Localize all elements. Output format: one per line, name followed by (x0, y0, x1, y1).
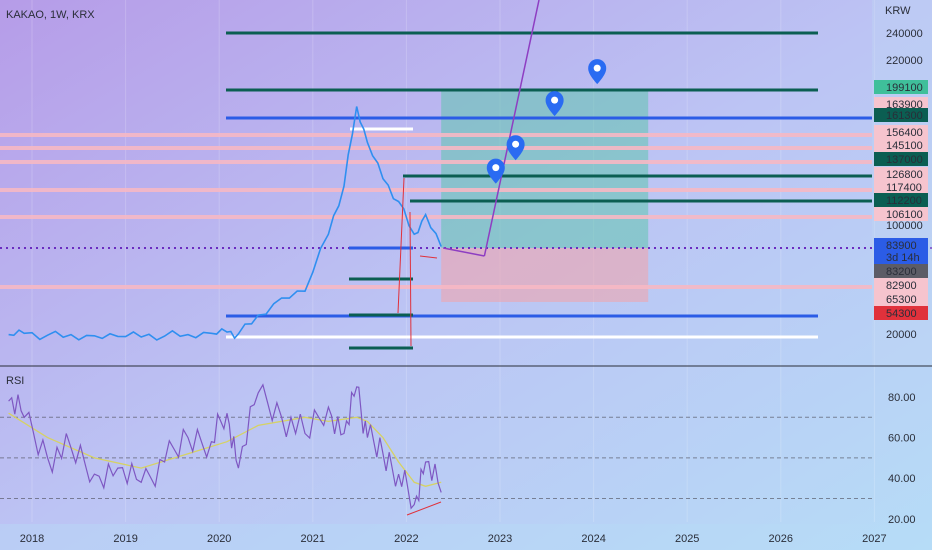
time-tick-label: 2027 (862, 533, 886, 545)
price-tick-label: 161300 (886, 110, 923, 122)
time-tick-label: 2026 (769, 533, 793, 545)
time-tick-label: 2025 (675, 533, 699, 545)
rsi-axis[interactable]: 80.00 60.00 40.00 20.00 (888, 392, 916, 526)
price-tag-bg (874, 238, 928, 252)
price-tag-bg (874, 278, 928, 292)
rsi-line (8, 383, 442, 510)
rsi-tick-label: 20.00 (888, 514, 916, 526)
long-position-tool[interactable] (441, 90, 649, 302)
map-pin-center (512, 140, 520, 148)
price-tag-bg (874, 108, 928, 122)
price-tick-label: 199100 (886, 82, 923, 94)
price-tick-label: 156400 (886, 127, 923, 139)
time-tick-label: 2019 (113, 533, 137, 545)
map-pin-icon[interactable] (486, 158, 505, 184)
time-axis-panel[interactable] (0, 524, 932, 550)
price-tick-label: 240000 (886, 28, 923, 40)
price-tick-label: 145100 (886, 140, 923, 152)
red-arrow[interactable] (409, 211, 412, 347)
rsi-tick-label: 60.00 (888, 433, 916, 445)
price-tag-bg (874, 264, 928, 278)
time-tick-label: 2023 (488, 533, 512, 545)
horizontal-levels[interactable] (0, 31, 932, 350)
rsi-tick-label: 80.00 (888, 392, 916, 404)
price-tick-label: 106100 (886, 209, 923, 221)
rsi-ma-line (8, 412, 442, 487)
price-tick-label: 54300 (886, 308, 917, 320)
price-tick-label: 82900 (886, 280, 917, 292)
projection-down[interactable] (443, 247, 485, 257)
price-tag-bg (874, 80, 928, 94)
price-tick-label: 100000 (886, 220, 923, 232)
price-tag-bg (874, 97, 928, 111)
time-tick-label: 2018 (20, 533, 44, 545)
price-tag-bg (874, 138, 928, 152)
map-pin-center (551, 96, 559, 104)
price-axis[interactable]: 2400002200001991001639001613001564001451… (874, 28, 928, 341)
price-tick-label: 126800 (886, 169, 923, 181)
price-tag-bg (874, 292, 928, 306)
time-axis[interactable]: 2018 2019 2020 2021 2022 2023 2024 2025 2026 2027 (0, 524, 932, 550)
price-tick-label: 20000 (886, 329, 917, 341)
price-tag-bg (874, 152, 928, 166)
price-tag-bg (874, 180, 928, 194)
price-tag-bg (874, 250, 928, 264)
time-tick-label: 2022 (394, 533, 418, 545)
rsi-pane (0, 383, 872, 510)
red-arrow[interactable] (419, 255, 438, 259)
price-axis-unit: KRW (885, 5, 911, 17)
price-tag-bg (874, 306, 928, 320)
price-tag-bg (874, 207, 928, 221)
rsi-label: RSI (6, 375, 24, 387)
time-tick-label: 2020 (207, 533, 231, 545)
time-tick-label: 2024 (581, 533, 605, 545)
map-pin-center (492, 164, 500, 172)
map-pin-icon[interactable] (588, 59, 607, 85)
price-tag-bg (874, 167, 928, 181)
price-series (8, 106, 442, 341)
price-line (8, 106, 442, 341)
price-tag-bg (874, 193, 928, 207)
price-tick-label: 137000 (886, 154, 923, 166)
map-pin-icon[interactable] (506, 135, 525, 161)
price-tick-label: 83900 (886, 240, 917, 252)
stop-zone[interactable] (441, 248, 649, 302)
map-pin-markers[interactable] (486, 59, 607, 184)
price-tick-label: 65300 (886, 294, 917, 306)
price-tag-bg (874, 125, 928, 139)
red-arrow[interactable] (397, 177, 405, 314)
rsi-red-arrow[interactable] (406, 501, 442, 516)
map-pin-icon[interactable] (545, 91, 564, 117)
price-tick-label: 83200 (886, 266, 917, 278)
price-tick-label: 3d 14h (886, 252, 920, 264)
price-tick-label: 112200 (886, 195, 922, 207)
time-tick-label: 2021 (301, 533, 325, 545)
projection-up[interactable] (483, 0, 540, 257)
map-pin-center (593, 64, 601, 72)
profit-zone[interactable] (441, 90, 649, 248)
rsi-tick-label: 40.00 (888, 473, 916, 485)
symbol-title: KAKAO, 1W, KRX (6, 9, 95, 21)
annotation-arrows[interactable] (397, 0, 540, 516)
price-tick-label: 117400 (886, 182, 922, 194)
price-tick-label: 220000 (886, 55, 923, 67)
